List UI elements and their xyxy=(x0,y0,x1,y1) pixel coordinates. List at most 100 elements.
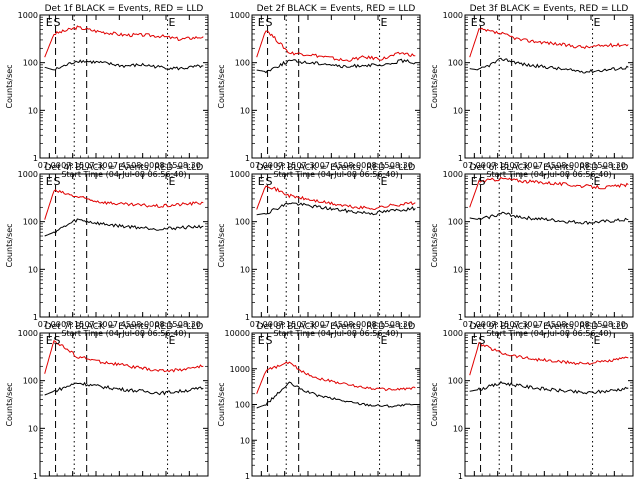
y-tick-label: 100 xyxy=(235,401,250,410)
marker-e-end: E xyxy=(381,175,388,188)
x-tick-label: 07:15 xyxy=(486,320,509,329)
x-tick-label: 08:00 xyxy=(556,161,579,170)
y-tick-label: 10 xyxy=(453,265,463,274)
x-tick-label: 08:15 xyxy=(154,320,177,329)
x-tick-label: 08:30 xyxy=(390,161,413,170)
panel-title: Det 7f BLACK = Events, RED = LLD xyxy=(45,322,204,332)
x-tick-label: 07:45 xyxy=(320,161,343,170)
plot-frame xyxy=(251,173,421,318)
y-tick-label: 100 xyxy=(23,218,38,227)
x-tick-label: 08:00 xyxy=(556,320,579,329)
marker-s: S xyxy=(478,175,485,188)
marker-s: S xyxy=(53,334,60,347)
x-tick-label: 07:30 xyxy=(509,320,532,329)
panel-title: Det 2f BLACK = Events, RED = LLD xyxy=(257,4,416,14)
x-tick-label: 07:30 xyxy=(84,161,107,170)
panel-title: Det 3f BLACK = Events, RED = LLD xyxy=(470,4,629,14)
x-tick-label: 07:30 xyxy=(509,161,532,170)
x-tick-label: 08:30 xyxy=(603,161,626,170)
x-tick-label: 07:30 xyxy=(84,320,107,329)
y-tick-label: 100 xyxy=(448,218,463,227)
lld-series-line xyxy=(256,361,416,394)
x-tick-label: 08:30 xyxy=(390,320,413,329)
marker-e-end: E xyxy=(381,16,388,29)
x-tick-label: 07:00 xyxy=(38,320,61,329)
lld-series-line xyxy=(469,176,629,208)
y-tick-label: 1 xyxy=(33,313,38,322)
x-tick-label: 07:15 xyxy=(273,161,296,170)
x-tick-label: 08:30 xyxy=(178,320,201,329)
panel-title: Det 6f BLACK = Events, RED = LLD xyxy=(470,163,629,173)
y-tick-label: 10 xyxy=(240,436,250,445)
x-tick-label: 07:30 xyxy=(296,161,319,170)
y-tick-label: 1000 xyxy=(18,11,38,20)
marker-s: S xyxy=(265,175,272,188)
x-tick-label: 07:30 xyxy=(296,320,319,329)
y-tick-label: 1000 xyxy=(18,170,38,179)
y-tick-label: 1 xyxy=(458,472,463,480)
marker-e-start: E xyxy=(471,175,478,188)
x-tick-label: 08:00 xyxy=(131,320,154,329)
y-tick-label: 1 xyxy=(33,472,38,480)
y-tick-label: 10 xyxy=(28,106,38,115)
marker-e-start: E xyxy=(471,334,478,347)
marker-e-start: E xyxy=(258,334,265,347)
events-series-line xyxy=(256,202,416,216)
panel-title: Det 5f BLACK = Events, RED = LLD xyxy=(257,163,416,173)
lld-series-line xyxy=(256,30,416,62)
x-tick-label: 08:00 xyxy=(343,320,366,329)
x-tick-label: 07:15 xyxy=(486,161,509,170)
x-tick-label: 08:15 xyxy=(579,320,602,329)
panel-title: Det 8f BLACK = Events, RED = LLD xyxy=(257,322,416,332)
events-series-line xyxy=(469,211,629,225)
y-tick-label: 1000 xyxy=(443,11,463,20)
plot-frame xyxy=(251,332,421,477)
events-series-line xyxy=(469,57,629,74)
y-tick-label: 1 xyxy=(33,154,38,163)
plot-frame xyxy=(251,14,421,159)
lld-series-line xyxy=(44,189,204,220)
marker-e-start: E xyxy=(46,16,53,29)
marker-s: S xyxy=(53,16,60,29)
x-tick-label: 08:30 xyxy=(603,320,626,329)
panel-title: Det 4f BLACK = Events, RED = LLD xyxy=(45,163,204,173)
x-tick-label: 07:00 xyxy=(463,161,486,170)
lld-series-line xyxy=(44,25,204,58)
marker-e-start: E xyxy=(258,16,265,29)
y-axis-label: Counts/sec xyxy=(430,382,439,426)
x-tick-label: 07:00 xyxy=(250,161,273,170)
events-series-line xyxy=(44,59,204,71)
panel-title: Det 1f BLACK = Events, RED = LLD xyxy=(45,4,204,14)
marker-s: S xyxy=(478,16,485,29)
x-tick-label: 07:45 xyxy=(108,320,131,329)
marker-s: S xyxy=(53,175,60,188)
y-tick-label: 10000 xyxy=(225,329,250,338)
x-tick-label: 08:15 xyxy=(366,161,389,170)
marker-e-end: E xyxy=(169,334,176,347)
x-tick-label: 08:00 xyxy=(131,161,154,170)
x-tick-label: 07:00 xyxy=(38,161,61,170)
y-axis-label: Counts/sec xyxy=(5,223,14,267)
x-tick-label: 08:30 xyxy=(178,161,201,170)
y-axis-label: Counts/sec xyxy=(217,223,226,267)
y-tick-label: 10 xyxy=(240,265,250,274)
y-tick-label: 100 xyxy=(448,377,463,386)
x-tick-label: 07:15 xyxy=(61,320,84,329)
x-tick-label: 08:00 xyxy=(343,161,366,170)
y-tick-label: 100 xyxy=(23,377,38,386)
events-series-line xyxy=(256,381,416,409)
panel-title: Det 9f BLACK = Events, RED = LLD xyxy=(470,322,629,332)
y-tick-label: 1 xyxy=(458,154,463,163)
y-tick-label: 1000 xyxy=(18,329,38,338)
plot-frame xyxy=(39,14,209,159)
marker-e-start: E xyxy=(46,334,53,347)
marker-s: S xyxy=(478,334,485,347)
y-tick-label: 10 xyxy=(453,106,463,115)
y-tick-label: 100 xyxy=(235,218,250,227)
marker-e-end: E xyxy=(381,334,388,347)
y-tick-label: 10 xyxy=(240,106,250,115)
y-tick-label: 1 xyxy=(245,313,250,322)
y-tick-label: 1000 xyxy=(230,365,250,374)
